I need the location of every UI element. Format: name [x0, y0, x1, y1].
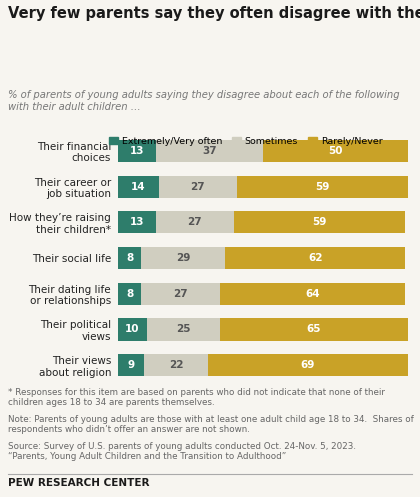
Bar	[220, 283, 405, 305]
Bar	[156, 211, 234, 234]
Legend: Extremely/Very often, Sometimes, Rarely/Never: Extremely/Very often, Sometimes, Rarely/…	[105, 133, 386, 149]
Text: Note: Parents of young adults are those with at least one adult child age 18 to : Note: Parents of young adults are those …	[8, 415, 414, 434]
Bar	[208, 354, 408, 376]
Text: * Responses for this item are based on parents who did not indicate that none of: * Responses for this item are based on p…	[8, 388, 385, 408]
Text: 27: 27	[188, 217, 202, 227]
Text: 10: 10	[125, 325, 140, 334]
Bar	[263, 140, 408, 162]
Text: 37: 37	[202, 146, 217, 156]
Text: 13: 13	[130, 146, 144, 156]
Bar	[220, 319, 408, 340]
Bar	[144, 354, 208, 376]
Bar	[118, 319, 147, 340]
Bar	[156, 140, 263, 162]
Text: 59: 59	[312, 217, 327, 227]
Text: Very few parents say they often disagree with their adult children about major a: Very few parents say they often disagree…	[8, 6, 420, 21]
Text: 25: 25	[176, 325, 191, 334]
Text: 22: 22	[169, 360, 183, 370]
Bar	[234, 211, 405, 234]
Bar	[141, 283, 220, 305]
Bar	[141, 247, 225, 269]
Bar	[118, 283, 141, 305]
Text: 14: 14	[131, 181, 146, 191]
Bar	[159, 175, 237, 198]
Text: 65: 65	[307, 325, 321, 334]
Text: 13: 13	[130, 217, 144, 227]
Text: 59: 59	[315, 181, 330, 191]
Bar	[118, 247, 141, 269]
Text: 50: 50	[328, 146, 343, 156]
Text: 9: 9	[128, 360, 135, 370]
Text: % of parents of young adults saying they disagree about each of the following
wi: % of parents of young adults saying they…	[8, 90, 399, 112]
Text: PEW RESEARCH CENTER: PEW RESEARCH CENTER	[8, 478, 150, 488]
Text: 27: 27	[190, 181, 205, 191]
Text: 69: 69	[301, 360, 315, 370]
Bar	[118, 211, 156, 234]
Bar	[118, 140, 156, 162]
Text: 8: 8	[126, 289, 133, 299]
Text: 64: 64	[305, 289, 320, 299]
Bar	[237, 175, 408, 198]
Bar	[147, 319, 220, 340]
Text: 27: 27	[173, 289, 188, 299]
Bar	[225, 247, 405, 269]
Text: Source: Survey of U.S. parents of young adults conducted Oct. 24-Nov. 5, 2023.
“: Source: Survey of U.S. parents of young …	[8, 442, 356, 461]
Bar	[118, 175, 159, 198]
Text: 62: 62	[308, 253, 323, 263]
Bar	[118, 354, 144, 376]
Text: 29: 29	[176, 253, 190, 263]
Text: 8: 8	[126, 253, 133, 263]
